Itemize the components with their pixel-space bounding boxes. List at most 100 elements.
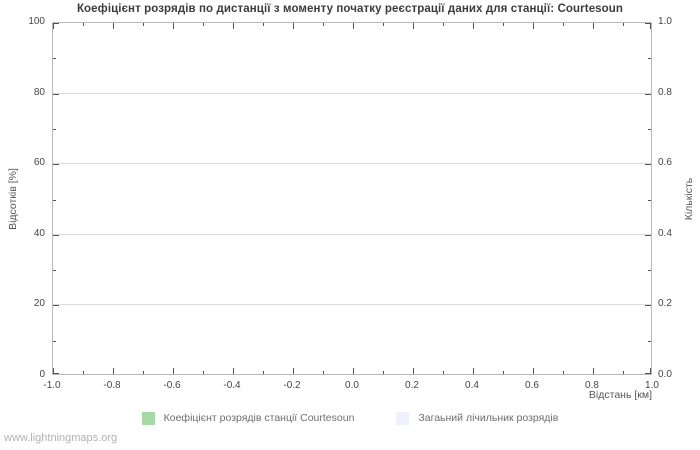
y-minor-tick <box>53 129 56 130</box>
gridline <box>53 163 651 165</box>
x-major-tick <box>53 368 54 374</box>
y-major-tick <box>53 235 59 236</box>
x-major-tick <box>473 23 474 29</box>
y-minor-tick <box>53 341 56 342</box>
y-right-tick-label: 0.8 <box>658 87 672 98</box>
x-major-tick <box>113 23 114 29</box>
x-tick-label: 0.6 <box>525 380 539 391</box>
x-major-tick <box>173 23 174 29</box>
y-major-tick <box>645 373 651 374</box>
gridline <box>53 233 651 235</box>
x-minor-tick <box>623 371 624 374</box>
x-major-tick <box>353 23 354 29</box>
x-minor-tick <box>83 371 84 374</box>
x-minor-tick <box>563 371 564 374</box>
y-major-tick <box>645 305 651 306</box>
y-left-tick-label: 100 <box>28 16 45 27</box>
x-major-tick <box>650 23 651 29</box>
watermark-link: www.lightningmaps.org <box>4 432 118 444</box>
x-major-tick <box>650 368 651 374</box>
y-right-tick-label: 0.4 <box>658 228 672 239</box>
x-major-tick <box>293 23 294 29</box>
y-major-tick <box>645 164 651 165</box>
legend-item: Коефіцієнт розрядів станції Courtesoun <box>141 411 355 425</box>
gridline <box>53 92 651 94</box>
x-minor-tick <box>503 23 504 26</box>
y-minor-tick <box>648 129 651 130</box>
y-axis-right-title: Кількість <box>683 177 695 220</box>
x-major-tick <box>233 23 234 29</box>
y-left-tick-label: 40 <box>33 228 45 239</box>
x-major-tick <box>353 368 354 374</box>
x-tick-label: 0.8 <box>585 380 599 391</box>
x-tick-label: 1.0 <box>645 380 659 391</box>
x-minor-tick <box>623 23 624 26</box>
x-minor-tick <box>83 23 84 26</box>
chart-title: Коефіцієнт розрядів по дистанції з момен… <box>76 3 624 15</box>
x-axis-title: Відстань [км] <box>588 389 652 401</box>
x-minor-tick <box>203 23 204 26</box>
gridline <box>53 304 651 306</box>
x-tick-label: 0.0 <box>345 380 359 391</box>
legend-label: Загаьний лічильник розрядів <box>418 412 559 424</box>
chart-legend: Коефіцієнт розрядів станції Courtesoun За… <box>0 408 700 428</box>
x-tick-label: 0.2 <box>405 380 419 391</box>
y-major-tick <box>53 164 59 165</box>
x-minor-tick <box>563 23 564 26</box>
x-major-tick <box>413 23 414 29</box>
legend-label: Коефіцієнт розрядів станції Courtesoun <box>163 412 355 424</box>
x-major-tick <box>473 368 474 374</box>
x-major-tick <box>533 23 534 29</box>
legend-swatch-icon <box>141 411 155 425</box>
y-minor-tick <box>648 200 651 201</box>
x-tick-label: 0.4 <box>465 380 479 391</box>
x-minor-tick <box>443 23 444 26</box>
x-minor-tick <box>503 371 504 374</box>
x-tick-label: -1.0 <box>43 380 61 391</box>
y-axis-left-title: Відсотків [%] <box>7 167 19 230</box>
x-major-tick <box>533 368 534 374</box>
x-tick-label: -0.2 <box>283 380 301 391</box>
x-minor-tick <box>383 23 384 26</box>
y-minor-tick <box>648 58 651 59</box>
y-right-tick-label: 0.6 <box>658 157 672 168</box>
y-minor-tick <box>53 270 56 271</box>
x-tick-label: -0.6 <box>163 380 181 391</box>
x-major-tick <box>593 23 594 29</box>
y-left-tick-label: 0 <box>39 369 45 380</box>
y-major-tick <box>53 94 59 95</box>
x-minor-tick <box>383 371 384 374</box>
x-minor-tick <box>263 23 264 26</box>
x-tick-label: -0.8 <box>103 380 121 391</box>
y-left-tick-label: 60 <box>33 157 45 168</box>
x-minor-tick <box>443 371 444 374</box>
x-minor-tick <box>323 371 324 374</box>
x-major-tick <box>413 368 414 374</box>
legend-swatch-icon <box>396 411 410 425</box>
x-major-tick <box>113 368 114 374</box>
legend-item: Загаьний лічильник розрядів <box>396 411 559 425</box>
y-major-tick <box>53 373 59 374</box>
x-tick-label: -0.4 <box>223 380 241 391</box>
y-major-tick <box>53 23 59 24</box>
x-major-tick <box>53 23 54 29</box>
x-minor-tick <box>143 23 144 26</box>
x-major-tick <box>173 368 174 374</box>
y-minor-tick <box>648 270 651 271</box>
plot-area <box>52 22 652 375</box>
y-major-tick <box>53 305 59 306</box>
y-minor-tick <box>53 200 56 201</box>
x-minor-tick <box>323 23 324 26</box>
y-minor-tick <box>648 341 651 342</box>
y-right-tick-label: 0.0 <box>658 369 672 380</box>
x-minor-tick <box>203 371 204 374</box>
y-left-tick-label: 20 <box>33 298 45 309</box>
y-major-tick <box>645 235 651 236</box>
y-major-tick <box>645 94 651 95</box>
x-major-tick <box>293 368 294 374</box>
y-major-tick <box>645 23 651 24</box>
y-right-tick-label: 0.2 <box>658 298 672 309</box>
y-right-tick-label: 1.0 <box>658 16 672 27</box>
x-minor-tick <box>143 371 144 374</box>
